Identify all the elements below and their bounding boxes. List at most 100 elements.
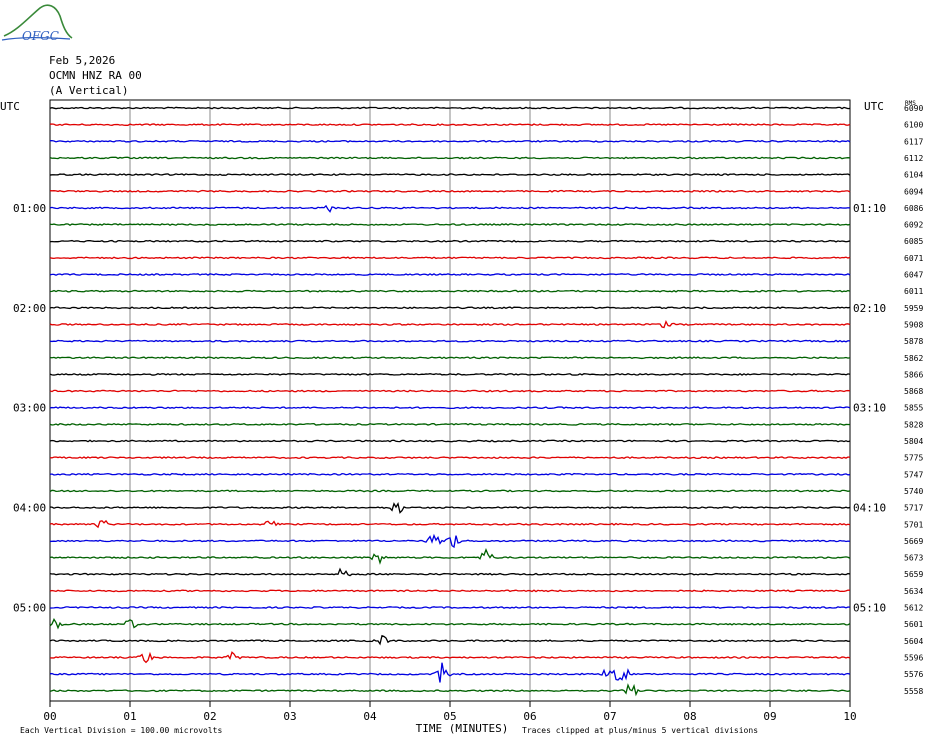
x-tick-label: 06 <box>523 710 536 723</box>
right-time-label: 05:10 <box>853 602 886 615</box>
trace-line <box>49 173 851 177</box>
trace-rms-value: 5701 <box>904 520 923 529</box>
trace-rms-value: 5804 <box>904 437 923 446</box>
trace-rms-value: 6011 <box>904 287 923 296</box>
left-time-label: 03:00 <box>13 402 46 415</box>
trace-line <box>49 106 851 110</box>
trace-line <box>49 239 851 243</box>
trace-rms-value: 5601 <box>904 620 923 629</box>
trace-line <box>49 389 851 393</box>
trace-line <box>49 306 851 310</box>
date-label: Feb 5,2026 <box>49 54 116 67</box>
trace-rms-value: 6047 <box>904 271 923 280</box>
vertical-division-note: Each Vertical Division = 100.00 microvol… <box>20 726 222 735</box>
grid-lines <box>129 100 771 701</box>
trace-line <box>49 548 851 565</box>
trace-line <box>49 123 851 127</box>
trace-line <box>49 533 851 549</box>
trace-rms-value: 5868 <box>904 387 923 396</box>
x-tick-label: 10 <box>843 710 856 723</box>
trace-rms-value: 6094 <box>904 187 923 196</box>
trace-rms-value: 5717 <box>904 504 923 513</box>
logo-text: OFGC <box>22 29 59 43</box>
trace-rms-value: 5669 <box>904 537 923 546</box>
x-tick-label: 08 <box>683 710 696 723</box>
rms-label: RMS <box>905 100 916 107</box>
trace-rms-value: 5740 <box>904 487 923 496</box>
left-time-label: 05:00 <box>13 602 46 615</box>
trace-rms-value: 5747 <box>904 470 923 479</box>
left-time-label: 04:00 <box>13 502 46 515</box>
trace-rms-value: 5612 <box>904 604 923 613</box>
trace-line <box>49 356 851 360</box>
trace-line <box>49 456 851 460</box>
component-label: (A Vertical) <box>49 84 129 97</box>
trace-rms-value: 6071 <box>904 254 923 263</box>
trace-rms-value: 5855 <box>904 404 923 413</box>
trace-rms-value: 6117 <box>904 137 923 146</box>
trace-line <box>49 683 851 697</box>
trace-line <box>49 662 851 683</box>
trace-rms-value: 6092 <box>904 221 923 230</box>
x-tick-label: 04 <box>363 710 377 723</box>
trace-line <box>49 406 851 410</box>
left-time-label: 01:00 <box>13 202 46 215</box>
left-time-label: 02:00 <box>13 302 46 315</box>
logo-swoosh-icon <box>3 4 73 39</box>
trace-rms-value: 6086 <box>904 204 923 213</box>
x-axis-label: TIME (MINUTES) <box>416 722 509 735</box>
trace-line <box>49 204 851 213</box>
trace-line <box>49 223 851 226</box>
x-tick-label: 01 <box>123 710 136 723</box>
trace-rms-value: 5659 <box>904 570 923 579</box>
right-time-label: 02:10 <box>853 302 886 315</box>
ofgc-logo: OFGC <box>1 4 73 43</box>
trace-line <box>49 439 851 443</box>
trace-line <box>49 139 851 143</box>
trace-line <box>49 472 851 476</box>
x-tick-label: 03 <box>283 710 296 723</box>
logo-underline-icon <box>1 37 71 41</box>
trace-line <box>49 618 851 630</box>
trace-rms-value: 5866 <box>904 370 923 379</box>
trace-rms-value: 5596 <box>904 653 923 662</box>
x-tick-label: 05 <box>443 710 456 723</box>
trace-rms-value: 5908 <box>904 320 923 329</box>
x-tick-label: 00 <box>43 710 56 723</box>
trace-rms-value: 5959 <box>904 304 923 313</box>
trace-rms-value: 5604 <box>904 637 923 646</box>
trace-rms-value: 5673 <box>904 554 923 563</box>
right-time-label: 01:10 <box>853 202 886 215</box>
trace-line <box>49 489 851 493</box>
trace-line <box>49 256 851 260</box>
right-utc-label: UTC <box>864 100 884 113</box>
trace-rms-value: 6100 <box>904 121 923 130</box>
trace-rms-value: 6112 <box>904 154 923 163</box>
left-utc-label: UTC <box>0 100 20 113</box>
trace-rms-value: 6104 <box>904 171 923 180</box>
x-tick-label: 02 <box>203 710 216 723</box>
trace-line <box>49 156 851 160</box>
trace-rms-value: 5634 <box>904 587 923 596</box>
clipping-note: Traces clipped at plus/minus 5 vertical … <box>522 726 758 735</box>
labels: 6090 6100 6117 6112 6104 6094 6086 6092 6085 6071… <box>0 100 923 735</box>
trace-line <box>49 372 851 376</box>
trace-line <box>49 606 851 609</box>
station-label: OCMN HNZ RA 00 <box>49 69 142 82</box>
trace-rms-value: 5878 <box>904 337 923 346</box>
trace-line <box>49 519 851 529</box>
right-time-label: 03:10 <box>853 402 886 415</box>
right-time-label: 04:10 <box>853 502 886 515</box>
x-tick-label: 09 <box>763 710 776 723</box>
trace-line <box>49 189 851 193</box>
trace-line <box>49 339 851 343</box>
trace-line <box>49 422 851 426</box>
trace-rms-value: 6085 <box>904 237 923 246</box>
trace-line <box>49 273 851 276</box>
trace-rms-value: 5576 <box>904 670 923 679</box>
x-tick-label: 07 <box>603 710 616 723</box>
trace-line <box>49 289 851 293</box>
trace-line <box>49 567 851 577</box>
trace-rms-value: 6090 <box>904 104 923 113</box>
